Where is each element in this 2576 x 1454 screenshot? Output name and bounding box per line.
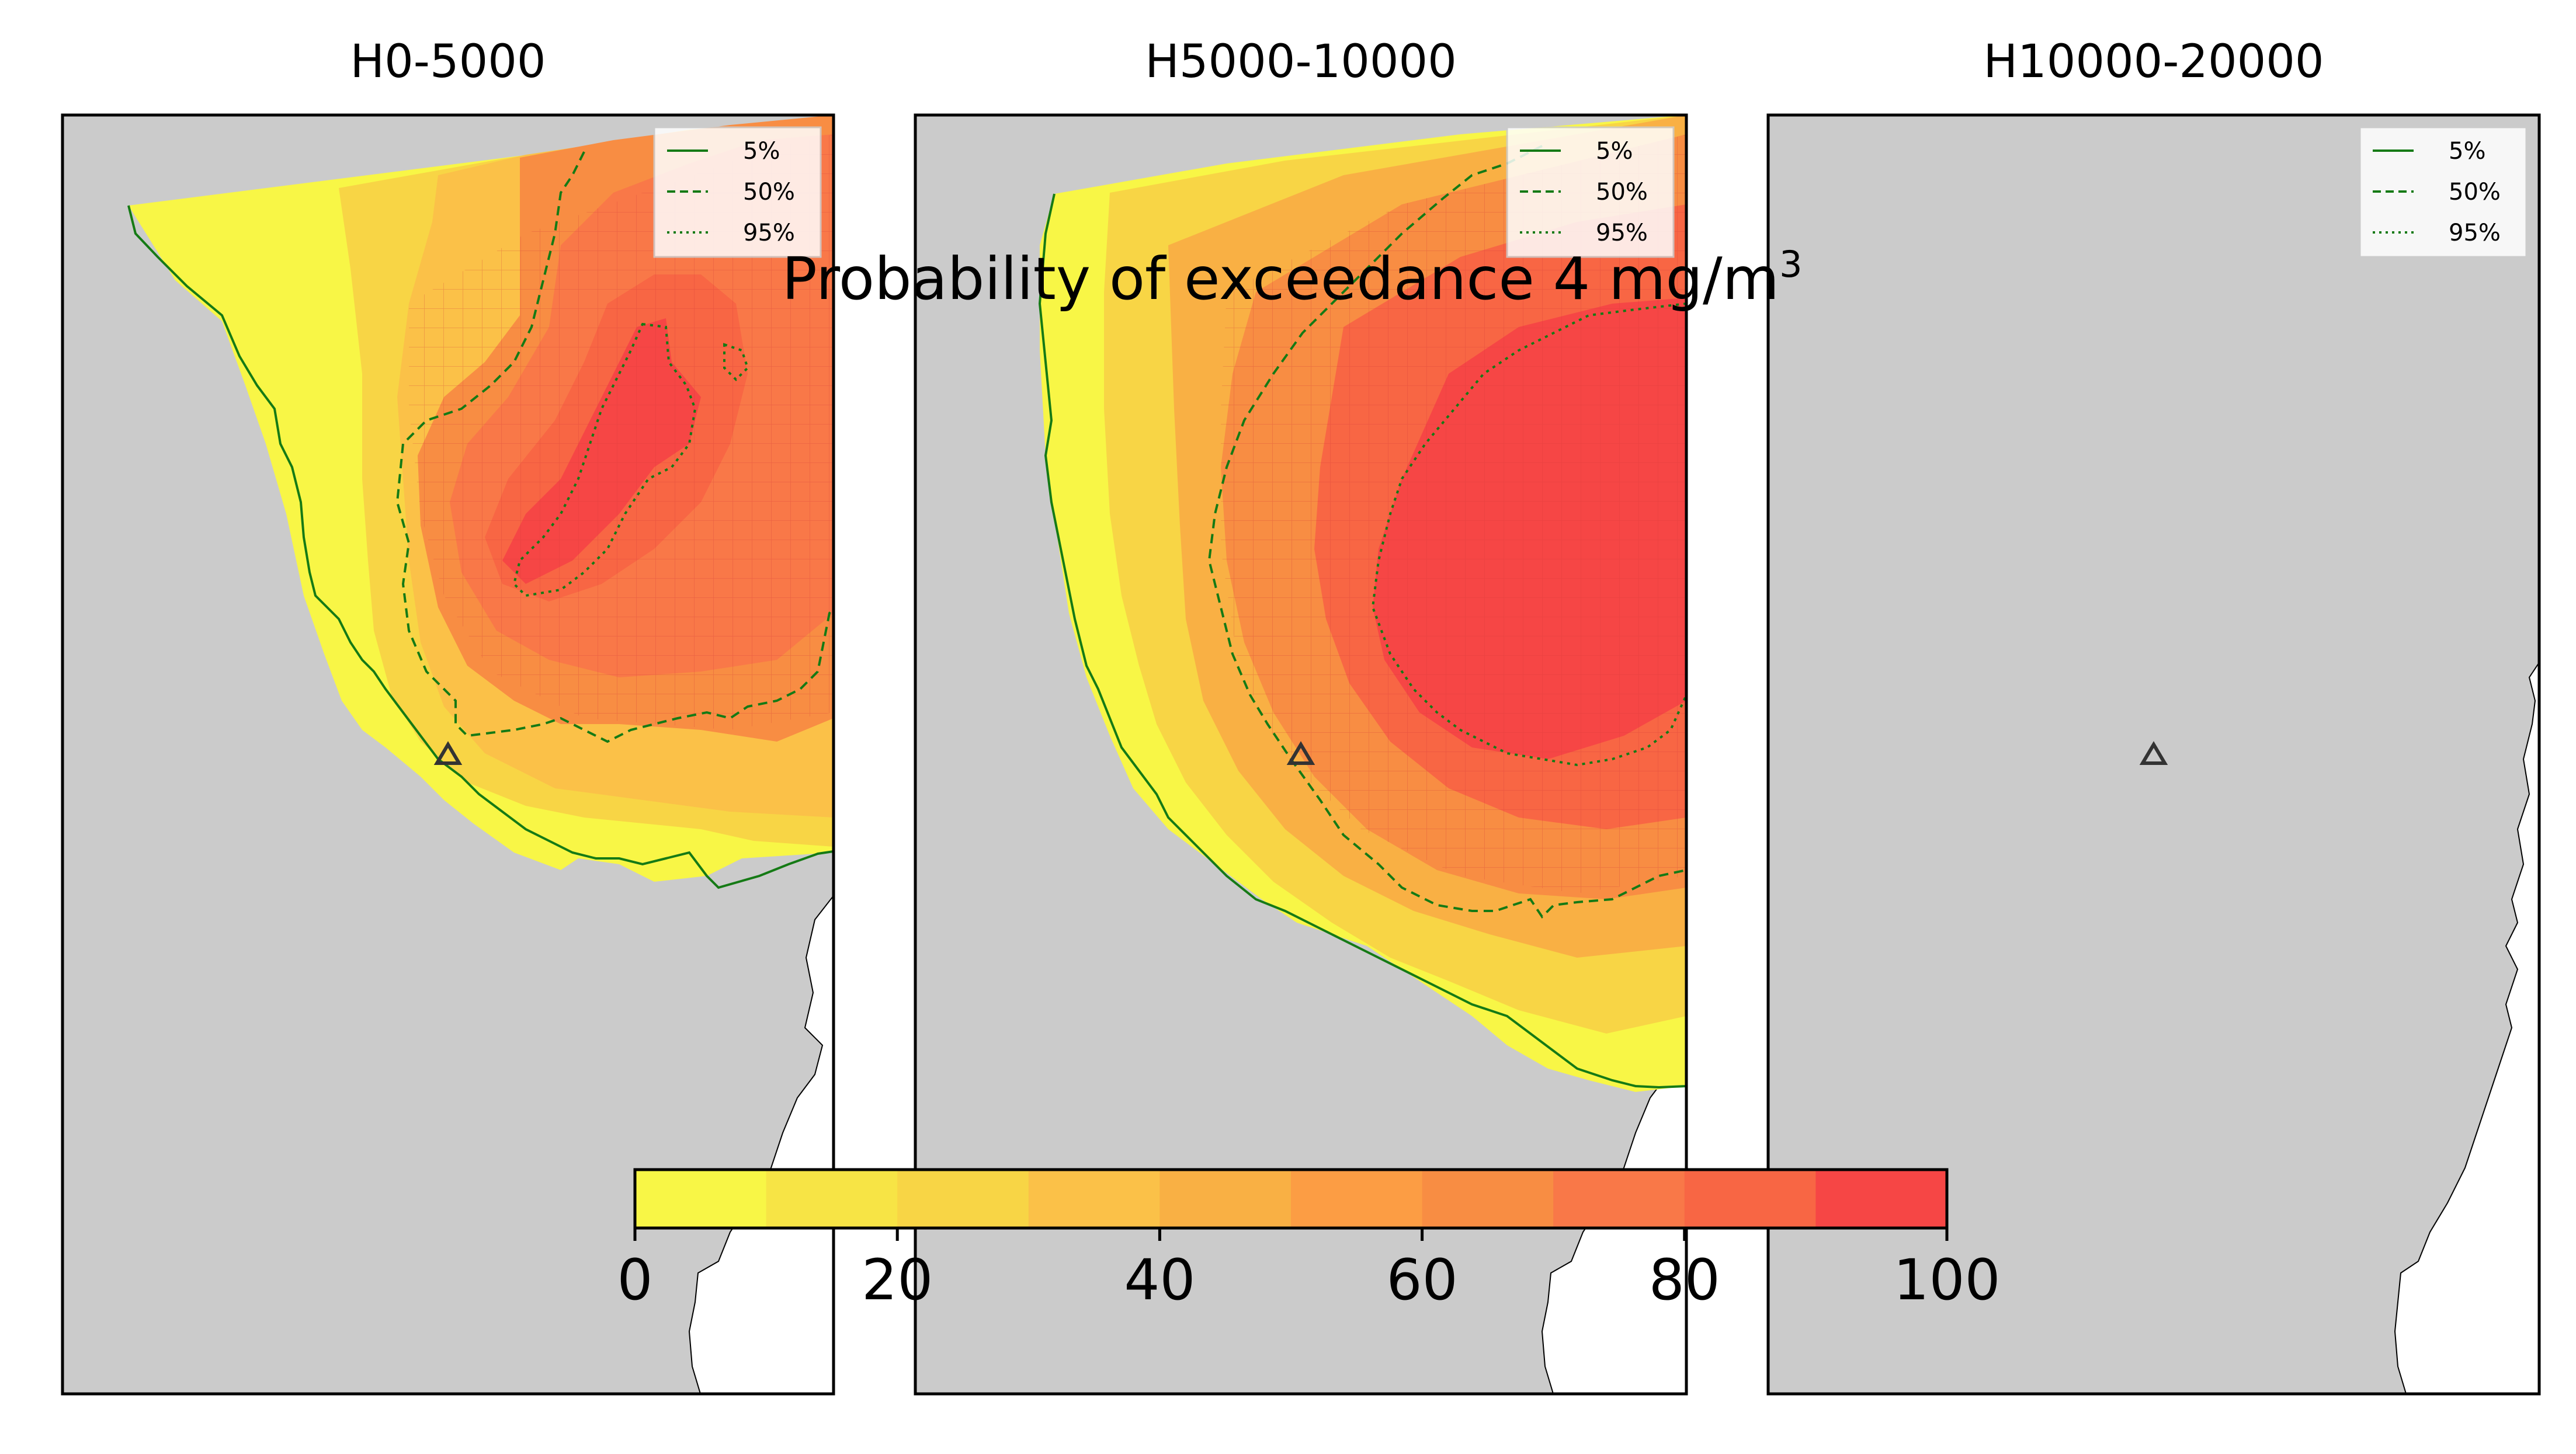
legend-label: 5% xyxy=(743,138,780,165)
contour-lines xyxy=(1038,145,1686,1089)
colorbar-tick-label: 80 xyxy=(1649,1247,1720,1313)
legend-label: 95% xyxy=(2449,220,2501,246)
map-frame xyxy=(1766,113,2541,1396)
contour-legend: 5% 50% 95% xyxy=(2359,126,2528,258)
colorbar-bin xyxy=(1159,1170,1292,1228)
probability-field xyxy=(129,115,834,882)
colorbar-ticks: 0 20 40 60 80 100 xyxy=(617,1228,2001,1313)
colorbar-bin xyxy=(635,1170,767,1228)
colorbar-bin xyxy=(1553,1170,1685,1228)
legend-label: 5% xyxy=(1596,138,1633,165)
colorbar-tick-label: 0 xyxy=(617,1247,652,1313)
legend-label: 50% xyxy=(743,179,795,206)
map-panel-1: H0-5000 xyxy=(61,36,835,1396)
colorbar-tick-label: 20 xyxy=(862,1247,933,1313)
map-frame xyxy=(914,113,1688,1396)
legend-label: 5% xyxy=(2449,138,2485,165)
colorbar-bin xyxy=(897,1170,1029,1228)
contour-5pct xyxy=(127,205,834,889)
legend-label: 95% xyxy=(743,220,795,246)
colorbar-bin xyxy=(1291,1170,1423,1228)
sea-area xyxy=(2394,661,2539,1394)
figure-title-text: Probability of exceedance 4 mg/m xyxy=(782,245,1779,313)
contour-50pct xyxy=(1207,145,1686,919)
contour-95pct xyxy=(1371,302,1686,767)
colorbar-tick-label: 40 xyxy=(1124,1247,1195,1313)
contour-lines xyxy=(127,151,834,889)
panel-title: H0-5000 xyxy=(350,36,546,88)
figure-title: Probability of exceedance 4 mg/m3 xyxy=(782,243,1802,313)
legend-label: 50% xyxy=(2449,179,2501,206)
colorbar-frame xyxy=(633,1168,1949,1230)
colorbar-tick-label: 60 xyxy=(1387,1247,1458,1313)
site-marker xyxy=(2139,741,2168,765)
contour-5pct xyxy=(1038,193,1686,1089)
contour-legend: 5% 50% 95% xyxy=(653,126,822,258)
colorbar-bin xyxy=(766,1170,898,1228)
probability-field xyxy=(1040,115,1686,1092)
colorbar-bins xyxy=(635,1170,1947,1228)
colorbar-bin xyxy=(1028,1170,1160,1228)
contour-legend: 5% 50% 95% xyxy=(1506,126,1675,258)
map-frame xyxy=(61,113,835,1396)
colorbar-bin xyxy=(1422,1170,1554,1228)
colorbar-tick-label: 100 xyxy=(1893,1247,2000,1313)
panel-title: H5000-10000 xyxy=(1145,36,1456,88)
legend-label: 50% xyxy=(1596,179,1648,206)
colorbar-bin xyxy=(1684,1170,1816,1228)
panel-title: H10000-20000 xyxy=(1983,36,2324,88)
site-marker xyxy=(1286,741,1315,765)
colorbar: 0 20 40 60 80 100 xyxy=(617,1168,2001,1313)
figure-title-superscript: 3 xyxy=(1779,243,1802,286)
contour-50pct xyxy=(395,151,834,743)
legend-label: 95% xyxy=(1596,220,1648,246)
colorbar-bin xyxy=(1815,1170,1947,1228)
site-marker xyxy=(433,741,463,765)
